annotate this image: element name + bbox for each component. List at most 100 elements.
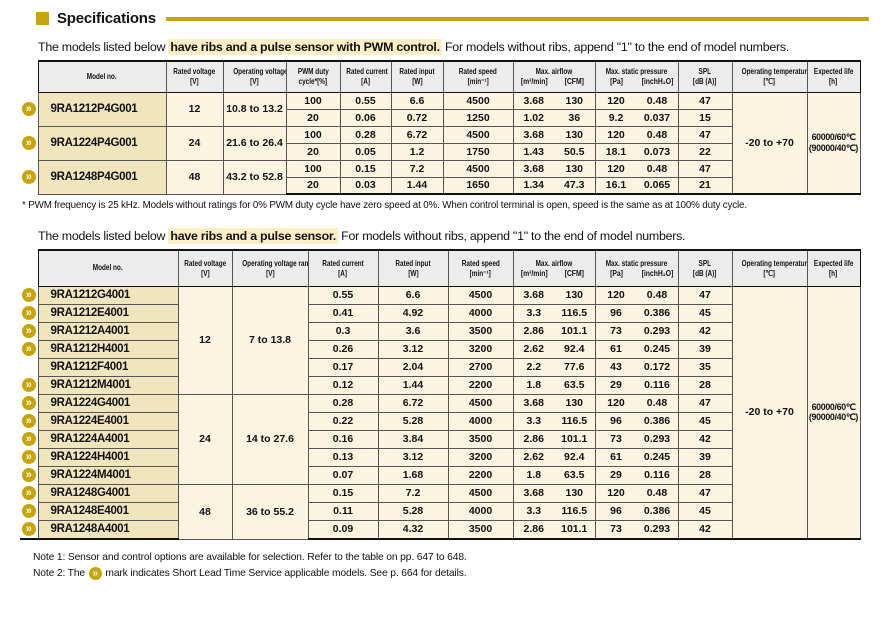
rated-input-cell: 4.32 xyxy=(377,519,449,540)
rated-speed-cell: 4000 xyxy=(447,303,514,323)
static-pressure-value: 0.386 xyxy=(643,307,671,319)
static-pressure-value: 61 xyxy=(610,451,622,463)
table-row: » 9RA1224E4001 0.22 5.28 4000 3.3 116.5 96 0.386… xyxy=(20,411,860,431)
max-airflow-value: 3.68 xyxy=(523,487,544,499)
static-pressure-value: 0.48 xyxy=(646,289,668,301)
static-pressure-cell: 9.2 0.037 xyxy=(594,108,679,127)
max-airflow-value: 92.4 xyxy=(564,451,585,463)
column-header: Model no. xyxy=(37,60,167,93)
intro-post: For models without ribs, append "1" to t… xyxy=(441,40,790,54)
table-row: » 9RA1224M4001 0.07 1.68 2200 1.8 63.5 29 0.116 2… xyxy=(20,465,860,485)
column-header: Operating temperature [℃] xyxy=(731,60,808,93)
rated-speed-cell: 4500 xyxy=(442,159,514,178)
column-header: Operating voltage range[V] xyxy=(222,60,287,93)
static-pressure-value: 0.293 xyxy=(643,325,671,337)
static-pressure-value: 0.116 xyxy=(644,469,670,481)
static-pressure-value: 0.037 xyxy=(643,111,671,124)
max-airflow-value: 63.5 xyxy=(564,379,585,391)
max-airflow-value: 3.3 xyxy=(526,415,542,427)
page-title: Specifications xyxy=(57,10,156,27)
max-airflow-value: 1.34 xyxy=(523,179,544,192)
short-lead-time-icon: » xyxy=(21,485,36,500)
model-number-cell: 9RA1212M4001 xyxy=(37,375,179,395)
max-airflow-cell: 3.3 116.5 xyxy=(512,501,596,521)
table-row: 9RA1212F4001 0.17 2.04 2700 2.2 77.6 43 0.172 35 xyxy=(20,357,860,377)
max-airflow-value: 3.68 xyxy=(523,289,544,301)
table-row: » 9RA1212E4001 0.41 4.92 4000 3.3 116.5 96 0.386… xyxy=(20,303,860,323)
static-pressure-cell: 96 0.386 xyxy=(594,501,679,521)
model-number-cell: 9RA1212P4G001 xyxy=(37,91,167,127)
voltage-range-cell: 7 to 13.8 xyxy=(231,285,309,395)
max-airflow-cell: 2.2 77.6 xyxy=(512,357,596,377)
rated-current-cell: 0.05 xyxy=(339,142,392,161)
short-lead-time-cell: » xyxy=(20,430,38,448)
table-row: 20 0.03 1.44 1650 1.34 47.3 16.1 0.065 21 xyxy=(20,176,860,195)
max-airflow-cell: 3.68 130 xyxy=(512,125,596,144)
static-pressure-value: 0.48 xyxy=(646,397,668,409)
rated-input-cell: 3.12 xyxy=(377,339,449,359)
pulse-models-table-container: Model no. Rated voltage [V] Operating volta… xyxy=(20,249,869,540)
max-airflow-cell: 2.86 101.1 xyxy=(512,429,596,449)
rated-speed-cell: 2200 xyxy=(447,375,514,395)
spl-cell: 47 xyxy=(677,159,733,178)
max-airflow-cell: 2.62 92.4 xyxy=(512,447,596,467)
rated-speed-cell: 3500 xyxy=(447,429,514,449)
model-number-cell: 9RA1224H4001 xyxy=(37,447,179,467)
spl-cell: 42 xyxy=(677,429,733,449)
static-pressure-value: 0.293 xyxy=(643,433,671,445)
max-airflow-value: 2.86 xyxy=(523,523,544,536)
static-pressure-cell: 61 0.245 xyxy=(594,447,679,467)
short-lead-time-icon: » xyxy=(21,413,36,428)
spl-cell: 47 xyxy=(677,483,733,503)
pwm-duty-cell: 20 xyxy=(285,142,341,161)
static-pressure-cell: 120 0.48 xyxy=(594,285,679,305)
static-pressure-value: 0.245 xyxy=(643,343,671,355)
table-row: 20 0.06 0.72 1250 1.02 36 9.2 0.037 15 xyxy=(20,108,860,127)
static-pressure-value: 96 xyxy=(610,307,622,319)
spl-cell: 42 xyxy=(677,519,733,540)
static-pressure-cell: 96 0.386 xyxy=(594,303,679,323)
rated-speed-cell: 4500 xyxy=(447,285,514,305)
max-airflow-value: 3.68 xyxy=(523,397,544,409)
max-airflow-value: 101.1 xyxy=(561,325,588,337)
static-pressure-cell: 16.1 0.065 xyxy=(594,176,679,195)
rated-voltage-cell: 48 xyxy=(177,483,233,540)
header-row: Model no. Rated voltage [V] Operating volta… xyxy=(20,60,861,93)
static-pressure-value: 0.293 xyxy=(643,523,671,536)
rated-current-cell: 0.15 xyxy=(307,483,379,503)
rated-speed-cell: 4000 xyxy=(447,501,514,521)
rated-speed-cell: 4000 xyxy=(447,411,514,431)
short-lead-time-cell: » xyxy=(20,322,38,340)
max-airflow-value: 101.1 xyxy=(561,523,588,536)
max-airflow-cell: 3.3 116.5 xyxy=(512,303,596,323)
table-row: » 9RA1248E4001 0.11 5.28 4000 3.3 116.5 96 0.386… xyxy=(20,501,860,521)
max-airflow-cell: 3.3 116.5 xyxy=(512,411,596,431)
rated-current-cell: 0.28 xyxy=(307,393,379,413)
model-number-cell: 9RA1212G4001 xyxy=(37,285,179,305)
table-row: » 9RA1248P4G001 48 43.2 to 52.8 100 0.15 7.2 45… xyxy=(20,159,860,195)
section-rule xyxy=(165,16,869,21)
rated-speed-cell: 3200 xyxy=(447,447,514,467)
max-airflow-value: 116.5 xyxy=(561,415,588,427)
intro-pulse-models: The models listed below have ribs and a … xyxy=(38,228,869,244)
operating-temperature-cell: -20 to +70 xyxy=(731,91,808,195)
static-pressure-value: 29 xyxy=(610,379,622,391)
max-airflow-value: 1.43 xyxy=(523,145,544,158)
rated-input-cell: 5.28 xyxy=(377,501,449,521)
max-airflow-value: 3.68 xyxy=(523,162,544,175)
max-airflow-value: 2.86 xyxy=(523,433,544,445)
static-pressure-value: 0.48 xyxy=(646,487,668,499)
operating-temperature-cell: -20 to +70 xyxy=(731,285,808,540)
column-header: Rated current [A] xyxy=(307,249,379,287)
model-number-cell: 9RA1224G4001 xyxy=(37,393,179,413)
max-airflow-value: 2.86 xyxy=(523,325,544,337)
rated-speed-cell: 3500 xyxy=(447,519,514,540)
pwm-models-table: Model no. Rated voltage [V] Operating volta… xyxy=(20,60,861,195)
rated-input-cell: 3.12 xyxy=(377,447,449,467)
column-header: Max. airflow [m³/min] [CFM] xyxy=(512,249,596,287)
rated-input-cell: 3.6 xyxy=(377,321,449,341)
max-airflow-value: 130 xyxy=(565,397,584,409)
spl-cell: 42 xyxy=(677,321,733,341)
model-number-cell: 9RA1224P4G001 xyxy=(37,125,167,161)
short-lead-time-cell: » xyxy=(20,412,38,430)
